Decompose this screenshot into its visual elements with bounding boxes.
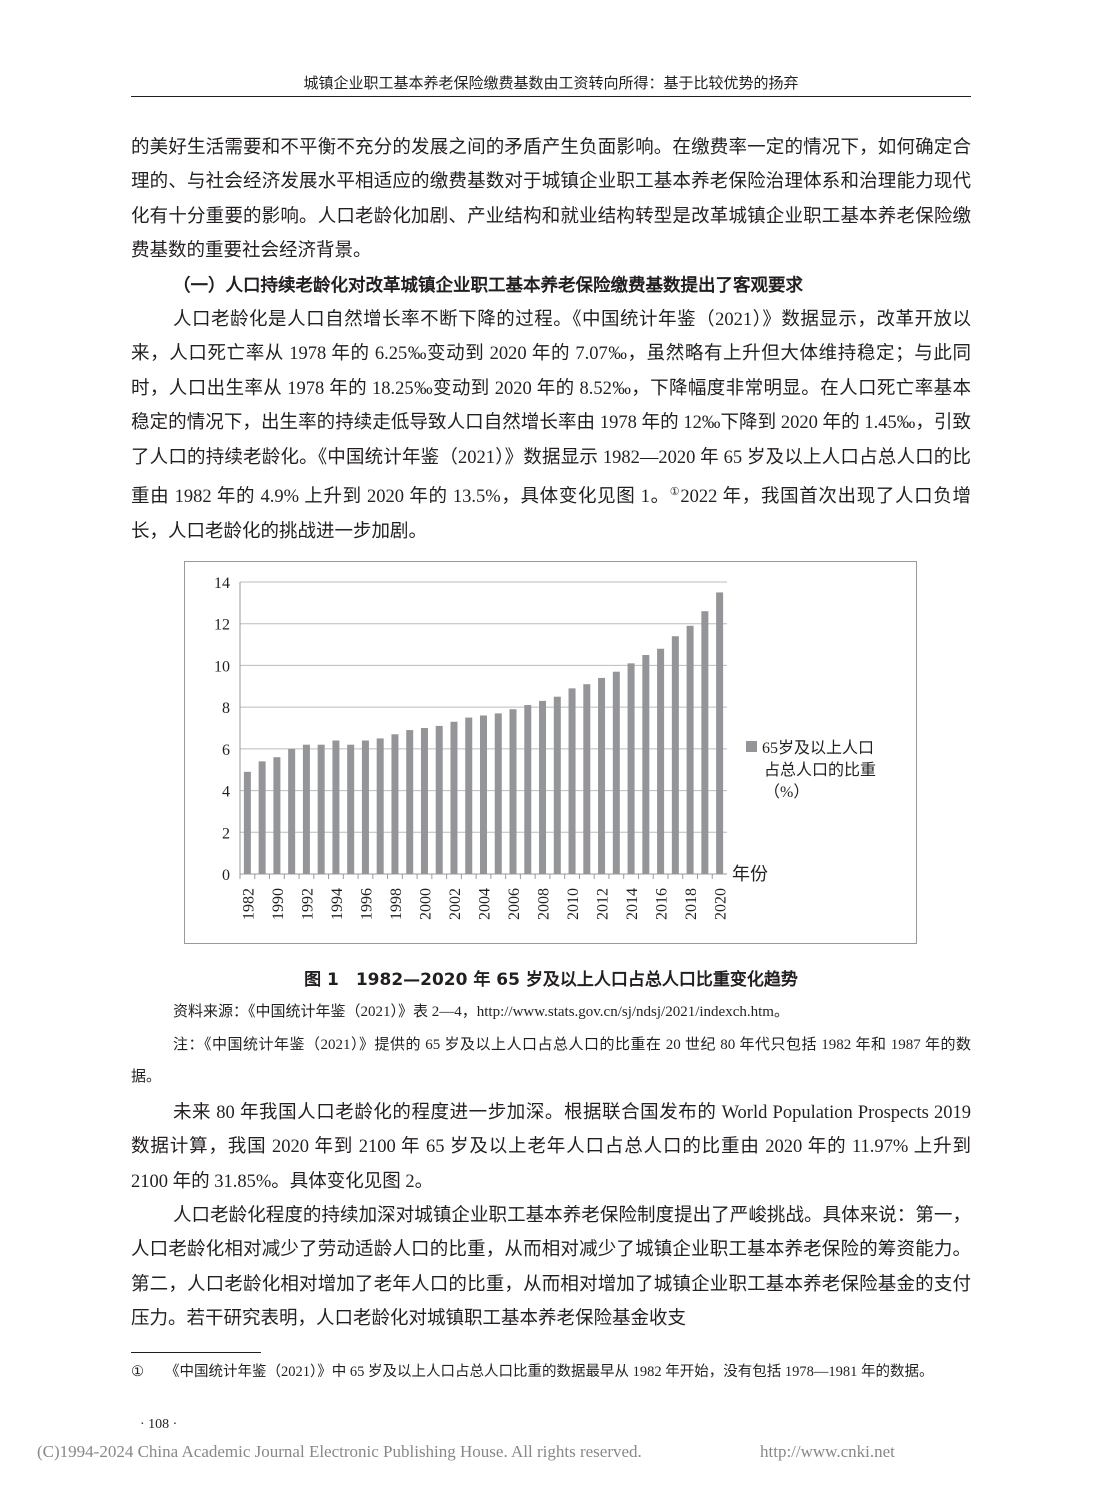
bar-1993 <box>317 744 325 874</box>
bar-2019 <box>701 611 709 874</box>
x-tick-label: 2012 <box>595 888 612 920</box>
y-tick-label: 10 <box>214 658 230 675</box>
legend-swatch <box>746 741 757 752</box>
figure-caption: 图 1 1982—2020 年 65 岁及以上人口占总人口比重变化趋势 <box>304 970 798 990</box>
footnote-mark: ① <box>131 1364 144 1380</box>
bar-2013 <box>612 671 620 874</box>
y-tick-label: 12 <box>214 617 230 634</box>
bar-2011 <box>583 684 591 874</box>
footnote-rule <box>131 1352 261 1353</box>
x-tick-label: 2002 <box>447 888 464 920</box>
bar-2010 <box>568 688 576 874</box>
header-rule <box>131 96 971 97</box>
bar-2007 <box>524 705 532 874</box>
figure-note: 注：《中国统计年鉴（2021）》提供的 65 岁及以上人口占总人口的比重在 20… <box>131 1037 971 1085</box>
x-tick-label: 2000 <box>417 888 434 920</box>
footnote-ref[interactable]: ① <box>669 486 681 499</box>
watermark-url[interactable]: http://www.cnki.net <box>760 1442 895 1461</box>
footnote-text: 《中国统计年鉴（2021）》中 65 岁及以上人口占总人口比重的数据最早从 19… <box>165 1364 934 1380</box>
x-tick-label: 1998 <box>388 888 405 920</box>
x-tick-label: 2016 <box>654 888 671 920</box>
bar-2015 <box>642 655 650 874</box>
bar-2003 <box>465 717 473 874</box>
x-tick-label: 1990 <box>270 888 287 920</box>
bar-2004 <box>480 715 487 874</box>
legend-label: （%） <box>764 783 809 801</box>
paragraph: 人口老龄化程度的持续加深对城镇企业职工基本养老保险制度提出了严峻挑战。具体来说：… <box>131 1206 971 1330</box>
x-tick-label: 2010 <box>565 888 582 920</box>
bar-1995 <box>347 744 355 874</box>
y-tick-label: 8 <box>222 700 230 717</box>
bar-1997 <box>376 738 384 874</box>
figure-source: 资料来源：《中国统计年鉴（2021）》表 2—4，http://www.stat… <box>173 1004 789 1020</box>
x-tick-label: 1992 <box>299 888 316 920</box>
bar-1991 <box>288 748 296 874</box>
figure-1-chart: 0 2 4 6 8 10 12 14 1982 1990 1992 1994 1996 1998 2000 2… <box>184 561 917 944</box>
paragraph-text: 2022 年，我国首次出现了人口负增长，人口老龄化的挑战进一步加剧。 <box>131 487 971 542</box>
bar-1987 <box>258 761 266 874</box>
bar-2009 <box>553 696 561 874</box>
bar-1999 <box>406 730 414 874</box>
bar-2012 <box>598 677 606 874</box>
bar-1982 <box>243 771 251 874</box>
bar-2017 <box>671 636 679 874</box>
x-axis-label: 年份 <box>732 864 768 884</box>
bar-2000 <box>420 728 428 874</box>
bar-1998 <box>391 734 399 874</box>
page-number: · 108 · <box>140 1417 178 1432</box>
bar-2008 <box>539 700 547 874</box>
bar-1990 <box>273 757 281 874</box>
bar-2014 <box>627 663 635 874</box>
x-tick-label: 2004 <box>477 888 494 920</box>
bar-2005 <box>494 713 502 874</box>
legend-label: 65岁及以上人口 <box>762 739 874 757</box>
bar-2001 <box>435 725 443 874</box>
x-tick-label: 2018 <box>683 888 700 920</box>
x-tick-label: 1982 <box>240 888 257 920</box>
bar-2002 <box>450 721 458 874</box>
x-tick-label: 1994 <box>329 888 346 920</box>
y-tick-label: 14 <box>214 575 230 592</box>
legend-label: 占总人口的比重 <box>764 761 876 779</box>
footnote: ① 《中国统计年鉴（2021）》中 65 岁及以上人口占总人口比重的数据最早从 1… <box>131 1362 971 1383</box>
y-tick-label: 6 <box>222 742 230 759</box>
x-tick-label: 1996 <box>358 888 375 920</box>
bar-1994 <box>332 740 340 874</box>
bar-1992 <box>302 744 310 874</box>
x-tick-label: 2020 <box>713 888 730 920</box>
paragraph: 人口老龄化是人口自然增长率不断下降的过程。《中国统计年鉴（2021）》数据显示，… <box>131 303 971 549</box>
y-tick-label: 2 <box>222 825 230 842</box>
bar-2016 <box>657 648 665 874</box>
x-tick-label: 2014 <box>624 888 641 920</box>
y-tick-label: 4 <box>222 784 230 801</box>
section-heading: （一）人口持续老龄化对改革城镇企业职工基本养老保险缴费基数提出了客观要求 <box>173 276 803 296</box>
bar-chart: 0 2 4 6 8 10 12 14 1982 1990 1992 1994 1996 1998 2000 2… <box>214 575 876 920</box>
watermark: (C)1994-2024 China Academic Journal Elec… <box>37 1442 642 1461</box>
x-tick-label: 2008 <box>536 888 553 920</box>
bar-2020 <box>716 592 724 874</box>
bar-2006 <box>509 709 517 874</box>
x-tick-label: 2006 <box>506 888 523 920</box>
bar-1996 <box>361 740 369 874</box>
paragraph-text: 人口老龄化是人口自然增长率不断下降的过程。《中国统计年鉴（2021）》数据显示，… <box>131 310 971 508</box>
paragraph: 未来 80 年我国人口老龄化的程度进一步加深。根据联合国发布的 World Po… <box>131 1103 971 1192</box>
paragraph: 的美好生活需要和不平衡不充分的发展之间的矛盾产生负面影响。在缴费率一定的情况下，… <box>131 138 971 262</box>
running-header: 城镇企业职工基本养老保险缴费基数由工资转向所得：基于比较优势的扬弃 <box>303 76 799 92</box>
bar-2018 <box>686 625 694 874</box>
y-tick-label: 0 <box>222 867 230 884</box>
